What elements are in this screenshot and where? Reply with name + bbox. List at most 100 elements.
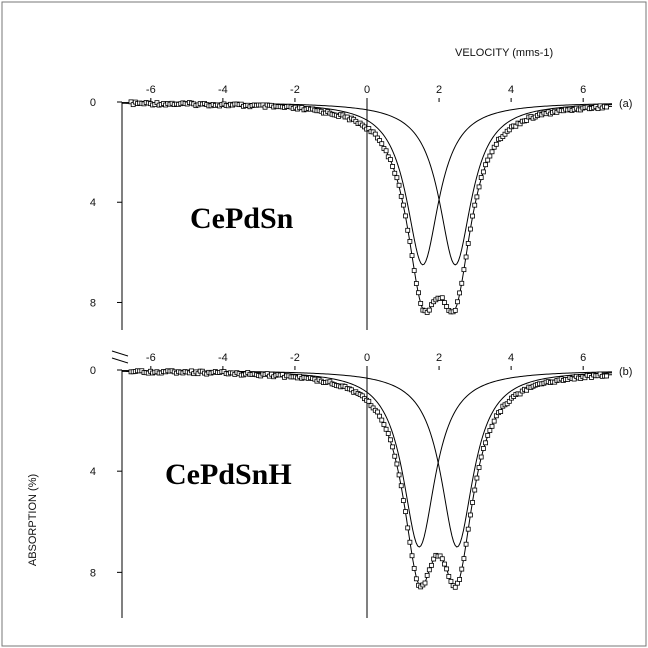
data-point xyxy=(385,431,391,436)
data-point xyxy=(379,417,385,423)
data-point xyxy=(405,525,411,531)
data-point xyxy=(467,226,473,232)
data-point xyxy=(396,182,402,188)
y-tick-label: 0 xyxy=(90,365,96,377)
data-point xyxy=(483,162,488,168)
data-point xyxy=(493,141,499,147)
data-point xyxy=(455,299,460,305)
data-point xyxy=(377,413,383,419)
data-point xyxy=(463,541,469,547)
data-point xyxy=(467,512,473,518)
data-point xyxy=(407,539,413,545)
data-point xyxy=(400,202,406,208)
data-point xyxy=(459,280,465,286)
y-tick-label: 4 xyxy=(90,197,96,209)
data-point xyxy=(452,307,458,313)
y-axis-title: ABSORPTION (%) xyxy=(27,474,39,566)
data-point xyxy=(444,566,450,572)
data-point xyxy=(392,453,398,459)
panel-b-data-points xyxy=(128,368,609,590)
y-tick-label: 4 xyxy=(90,466,96,478)
data-point xyxy=(476,184,482,190)
data-point xyxy=(375,409,380,415)
data-point xyxy=(390,164,395,169)
data-point xyxy=(424,572,430,578)
data-point xyxy=(379,141,385,147)
data-point xyxy=(426,567,432,573)
x-tick-label: 0 xyxy=(364,84,370,96)
data-point xyxy=(470,213,475,219)
data-point xyxy=(405,227,411,233)
data-point xyxy=(418,301,424,306)
data-point xyxy=(485,157,491,163)
x-tick-label: -4 xyxy=(218,352,228,364)
data-point xyxy=(398,483,404,489)
data-point xyxy=(472,202,478,208)
x-tick-label: 6 xyxy=(580,352,586,364)
data-point xyxy=(485,432,491,438)
data-point xyxy=(411,566,417,571)
data-point xyxy=(439,556,445,562)
data-point xyxy=(604,104,609,110)
panel-b: -6 -4 -2 0 2 4 6 0 4 8 (b) CePdSnH xyxy=(90,352,632,618)
data-point xyxy=(446,574,452,579)
data-point xyxy=(478,175,484,180)
data-point xyxy=(476,465,482,470)
data-point xyxy=(383,426,389,432)
data-point xyxy=(444,304,450,309)
data-point xyxy=(483,440,488,446)
data-point xyxy=(465,241,471,246)
data-point xyxy=(422,580,428,586)
x-axis-title: VELOCITY (mms-1) xyxy=(455,47,553,59)
data-point xyxy=(604,373,609,379)
data-point xyxy=(470,500,475,505)
x-tick-label: -2 xyxy=(290,352,300,364)
x-tick-label: -6 xyxy=(146,352,156,364)
data-point xyxy=(409,253,415,259)
data-point xyxy=(480,446,486,451)
data-point xyxy=(394,175,400,181)
data-point xyxy=(439,295,445,301)
x-tick-label: -4 xyxy=(218,84,228,96)
data-point xyxy=(463,254,469,260)
data-point xyxy=(459,566,465,572)
data-point xyxy=(457,290,463,296)
data-point xyxy=(390,444,395,450)
y-tick-label: 8 xyxy=(90,567,96,579)
data-point xyxy=(394,461,400,467)
data-point xyxy=(400,498,406,503)
panel-a-data-points xyxy=(128,99,609,315)
data-point xyxy=(442,300,447,305)
data-point xyxy=(498,409,504,414)
data-point xyxy=(409,553,415,559)
data-point xyxy=(413,281,419,286)
data-point xyxy=(491,418,497,424)
data-point xyxy=(372,131,378,137)
data-point xyxy=(407,238,413,244)
data-point xyxy=(457,577,463,582)
panel-b-compound-label: CePdSnH xyxy=(165,458,292,491)
x-tick-label: 6 xyxy=(580,84,586,96)
y-tick-label: 8 xyxy=(90,297,96,309)
y-tick-label: 0 xyxy=(90,97,96,109)
data-point xyxy=(411,268,417,273)
x-tick-label: 2 xyxy=(436,84,442,96)
data-point xyxy=(366,398,372,404)
data-point xyxy=(403,509,408,515)
panel-a-ticks: -6 -4 -2 0 2 4 6 0 4 8 xyxy=(90,84,586,330)
data-point xyxy=(478,454,484,460)
data-point xyxy=(392,170,398,176)
data-point xyxy=(413,576,419,582)
panel-a: -6 -4 -2 0 2 4 6 0 4 8 (a) CePdSn xyxy=(90,84,632,330)
x-tick-label: 4 xyxy=(508,84,514,96)
data-point xyxy=(472,487,478,493)
data-point xyxy=(416,290,421,296)
x-tick-label: -6 xyxy=(146,84,156,96)
data-point xyxy=(474,194,480,200)
panel-b-ticks: -6 -4 -2 0 2 4 6 0 4 8 xyxy=(90,352,586,618)
data-point xyxy=(388,157,393,162)
data-point xyxy=(452,584,458,590)
data-point xyxy=(429,562,434,568)
